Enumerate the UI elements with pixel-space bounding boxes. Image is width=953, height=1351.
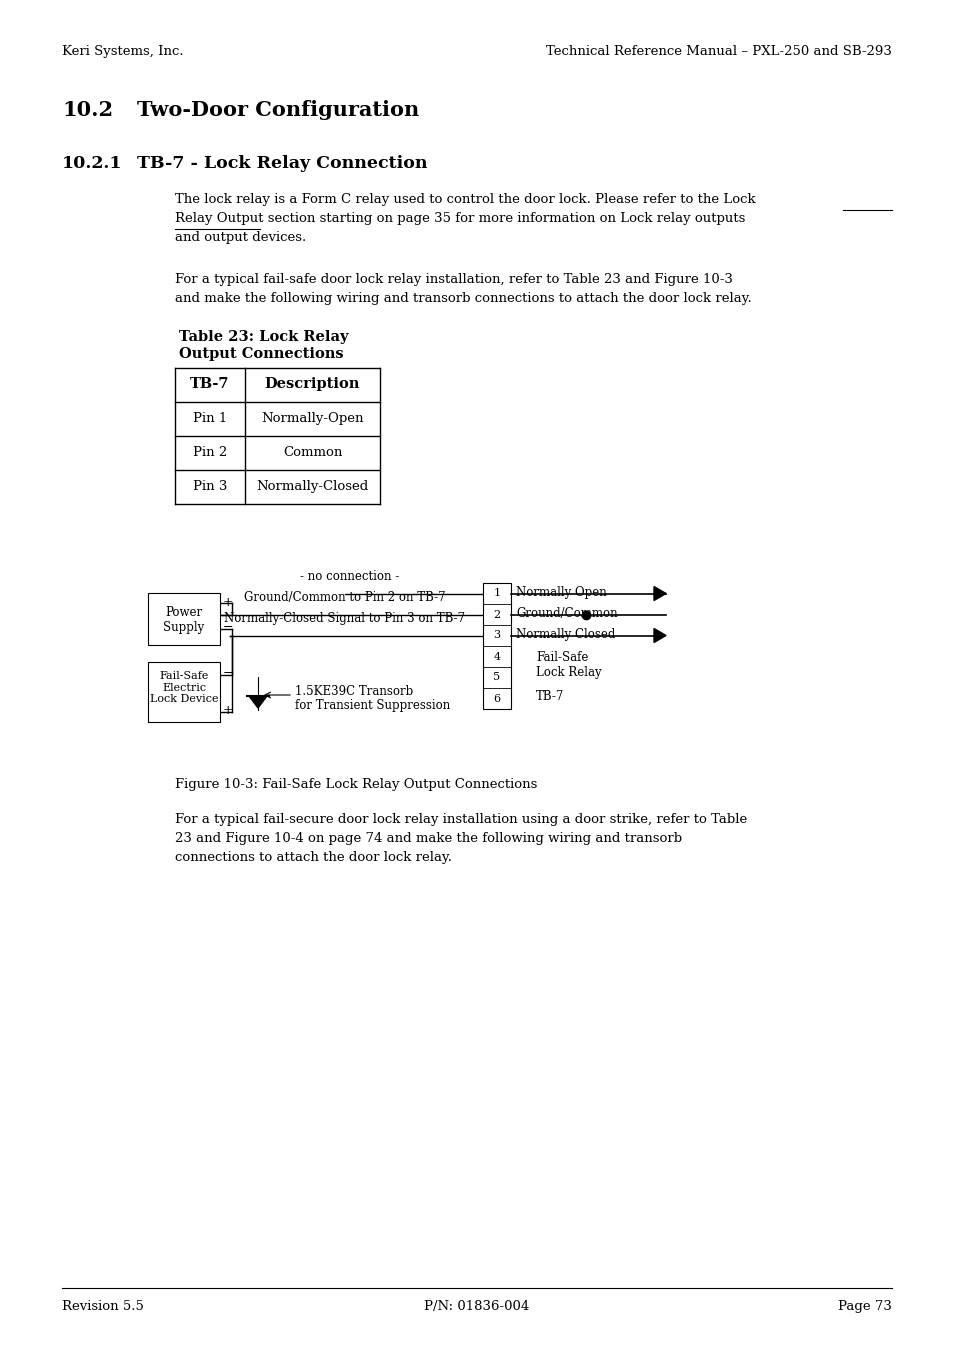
Text: Lock Relay: Lock Relay xyxy=(536,666,601,680)
Text: +: + xyxy=(223,704,233,717)
Text: Fail-Safe
Electric
Lock Device: Fail-Safe Electric Lock Device xyxy=(150,671,218,704)
Text: Figure 10-3: Fail-Safe Lock Relay Output Connections: Figure 10-3: Fail-Safe Lock Relay Output… xyxy=(174,778,537,790)
Text: For a typical fail-safe door lock relay installation, refer to Table 23 and Figu: For a typical fail-safe door lock relay … xyxy=(174,273,732,286)
Text: Normally-Closed Signal to Pin 3 on TB-7: Normally-Closed Signal to Pin 3 on TB-7 xyxy=(224,612,465,626)
Text: +: + xyxy=(223,596,233,609)
Text: Common: Common xyxy=(282,446,342,459)
Text: Ground/Common: Ground/Common xyxy=(516,607,617,620)
Text: and output devices.: and output devices. xyxy=(174,231,306,245)
Text: Power
Supply: Power Supply xyxy=(163,607,204,634)
Text: connections to attach the door lock relay.: connections to attach the door lock rela… xyxy=(174,851,452,865)
Bar xyxy=(482,584,511,709)
Text: −: − xyxy=(223,621,233,634)
Text: 4: 4 xyxy=(493,651,500,662)
Text: Revision 5.5: Revision 5.5 xyxy=(62,1300,144,1313)
Polygon shape xyxy=(249,696,267,708)
Text: Pin 2: Pin 2 xyxy=(193,446,227,459)
Text: For a typical fail-secure door lock relay installation using a door strike, refe: For a typical fail-secure door lock rela… xyxy=(174,813,746,825)
Text: −: − xyxy=(223,667,233,680)
Text: TB-7: TB-7 xyxy=(536,690,564,703)
Text: Fail-Safe: Fail-Safe xyxy=(536,651,588,663)
Text: for Transient Suppression: for Transient Suppression xyxy=(294,698,450,712)
Polygon shape xyxy=(654,586,665,600)
Text: TB-7: TB-7 xyxy=(190,377,230,390)
Text: 1: 1 xyxy=(493,589,500,598)
Text: and make the following wiring and transorb connections to attach the door lock r: and make the following wiring and transo… xyxy=(174,292,751,305)
Text: Keri Systems, Inc.: Keri Systems, Inc. xyxy=(62,45,183,58)
Text: Technical Reference Manual – PXL-250 and SB-293: Technical Reference Manual – PXL-250 and… xyxy=(545,45,891,58)
Text: 2: 2 xyxy=(493,609,500,620)
Text: 5: 5 xyxy=(493,673,500,682)
Text: Normally-Open: Normally-Open xyxy=(261,412,363,426)
Text: - no connection -: - no connection - xyxy=(300,570,399,584)
Text: 10.2.1: 10.2.1 xyxy=(62,155,122,172)
Text: Pin 1: Pin 1 xyxy=(193,412,227,426)
Text: The lock relay is a Form C relay used to control the door lock. Please refer to : The lock relay is a Form C relay used to… xyxy=(174,193,755,205)
Text: Ground/Common to Pin 2 on TB-7: Ground/Common to Pin 2 on TB-7 xyxy=(244,590,445,604)
Text: Two-Door Configuration: Two-Door Configuration xyxy=(137,100,418,120)
Text: Relay Output section starting on page 35 for more information on Lock relay outp: Relay Output section starting on page 35… xyxy=(174,212,744,226)
Text: 1.5KE39C Transorb: 1.5KE39C Transorb xyxy=(294,685,413,698)
Bar xyxy=(148,593,220,644)
Text: TB-7 - Lock Relay Connection: TB-7 - Lock Relay Connection xyxy=(137,155,427,172)
Text: 6: 6 xyxy=(493,693,500,704)
Text: Description: Description xyxy=(265,377,360,390)
Text: Normally Open: Normally Open xyxy=(516,586,606,598)
Text: Normally-Closed: Normally-Closed xyxy=(256,480,368,493)
Text: 23 and Figure 10-4 on page 74 and make the following wiring and transorb: 23 and Figure 10-4 on page 74 and make t… xyxy=(174,832,681,844)
Text: Page 73: Page 73 xyxy=(838,1300,891,1313)
Text: 3: 3 xyxy=(493,631,500,640)
Text: Normally Closed: Normally Closed xyxy=(516,628,615,640)
Text: Pin 3: Pin 3 xyxy=(193,480,227,493)
Bar xyxy=(148,662,220,721)
Text: Table 23: Lock Relay: Table 23: Lock Relay xyxy=(179,330,348,345)
Text: Output Connections: Output Connections xyxy=(179,347,343,361)
Text: P/N: 01836-004: P/N: 01836-004 xyxy=(424,1300,529,1313)
Text: 10.2: 10.2 xyxy=(62,100,113,120)
Polygon shape xyxy=(654,628,665,643)
